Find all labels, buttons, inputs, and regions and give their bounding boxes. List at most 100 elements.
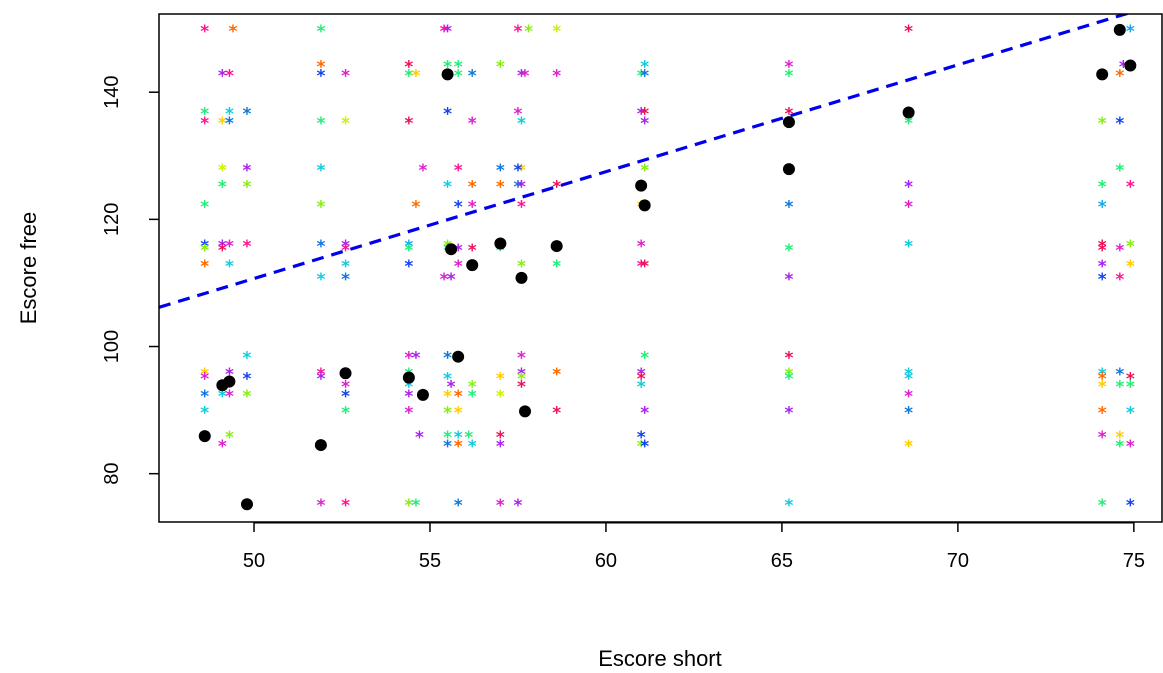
individual-point: * (785, 105, 794, 125)
individual-point: * (316, 237, 325, 257)
individual-point: * (904, 437, 913, 457)
regression-line (159, 14, 1131, 309)
individual-point: * (200, 365, 209, 385)
individual-point: * (225, 428, 234, 448)
individual-point: * (1098, 370, 1107, 390)
individual-point: * (637, 370, 646, 390)
mean-point (223, 375, 236, 388)
individual-point: * (517, 257, 526, 277)
individual-point: * (1126, 237, 1135, 257)
individual-point: * (552, 365, 561, 385)
individual-point: * (218, 66, 227, 86)
individual-point: * (468, 377, 477, 397)
individual-point: * (443, 387, 452, 407)
individual-point: * (341, 403, 350, 423)
individual-point: * (404, 57, 413, 77)
individual-point: * (200, 257, 209, 277)
y-tick-label: 120 (101, 203, 123, 236)
mean-point (494, 237, 507, 250)
individual-point: * (637, 66, 646, 86)
individual-point: * (785, 270, 794, 290)
individual-point: * (411, 197, 420, 217)
individual-point: * (1098, 178, 1107, 198)
mean-point (638, 199, 651, 212)
mean-point (452, 350, 465, 363)
individual-point: * (443, 57, 452, 77)
individual-point: * (316, 365, 325, 385)
mean-point (1124, 59, 1137, 72)
individual-point: * (552, 22, 561, 42)
individual-point: * (341, 257, 350, 277)
individual-point: * (1098, 403, 1107, 423)
individual-point: * (637, 428, 646, 448)
individual-point: * (517, 365, 526, 385)
individual-point: * (404, 114, 413, 134)
individual-point: * (415, 428, 424, 448)
individual-point: * (443, 370, 452, 390)
individual-point: * (496, 57, 505, 77)
individual-point: * (404, 377, 413, 397)
mean-point (550, 240, 563, 253)
individual-point: * (496, 496, 505, 516)
individual-point: * (785, 349, 794, 369)
individual-point: * (785, 241, 794, 261)
individual-point: * (468, 437, 477, 457)
individual-point: * (637, 105, 646, 125)
axes: 50 55 60 65 70 75 80 100 120 140 (101, 76, 1145, 572)
individual-point: * (200, 237, 209, 257)
individual-point: * (1126, 377, 1135, 397)
mean-point (445, 243, 458, 256)
y-axis-label: Escore free (16, 212, 41, 325)
mean-point (1096, 68, 1109, 81)
individual-point: * (443, 22, 452, 42)
individual-point: * (904, 22, 913, 42)
individual-point: * (411, 496, 420, 516)
individual-point: * (1098, 241, 1107, 261)
individual-point: * (1115, 270, 1124, 290)
individual-point: * (316, 22, 325, 42)
mean-point (198, 430, 211, 443)
individual-point: * (496, 387, 505, 407)
individual-point: * (341, 114, 350, 134)
individual-point: * (517, 370, 526, 390)
individual-point: * (1098, 270, 1107, 290)
individual-point: * (514, 161, 523, 181)
individual-point: * (200, 197, 209, 217)
individual-point: * (443, 349, 452, 369)
individual-point: * (316, 66, 325, 86)
individual-point: * (1126, 403, 1135, 423)
individual-point: * (640, 257, 649, 277)
individual-point: * (411, 349, 420, 369)
individual-point: * (404, 66, 413, 86)
individual-point: * (496, 161, 505, 181)
individual-point: * (454, 57, 463, 77)
individual-point: * (1126, 257, 1135, 277)
individual-point: * (785, 365, 794, 385)
individual-point: * (454, 428, 463, 448)
individual-point: * (468, 241, 477, 261)
individual-point: * (404, 496, 413, 516)
individual-point: * (640, 114, 649, 134)
individual-point: * (640, 437, 649, 457)
individual-point: * (640, 403, 649, 423)
x-tick-label: 70 (947, 550, 969, 572)
x-tick-label: 55 (419, 550, 441, 572)
individual-point: * (1098, 365, 1107, 385)
individual-point: * (218, 178, 227, 198)
individual-point: * (243, 370, 252, 390)
individual-point: * (225, 257, 234, 277)
individual-point: * (200, 114, 209, 134)
individual-point: * (341, 377, 350, 397)
individual-point: * (552, 403, 561, 423)
mean-point (416, 388, 429, 401)
individual-point: * (517, 161, 526, 181)
individual-point: * (1115, 241, 1124, 261)
individual-point: * (443, 428, 452, 448)
x-tick-label: 65 (771, 550, 793, 572)
individual-point: * (514, 105, 523, 125)
individual-point: * (1098, 377, 1107, 397)
plot-area: * * * * * * * * * * * * * * * * * * * * * * * * * * * * * * * * * * * * * * * *… (159, 14, 1137, 516)
individual-point: * (468, 387, 477, 407)
individual-point: * (552, 66, 561, 86)
individual-point: * (521, 66, 530, 86)
